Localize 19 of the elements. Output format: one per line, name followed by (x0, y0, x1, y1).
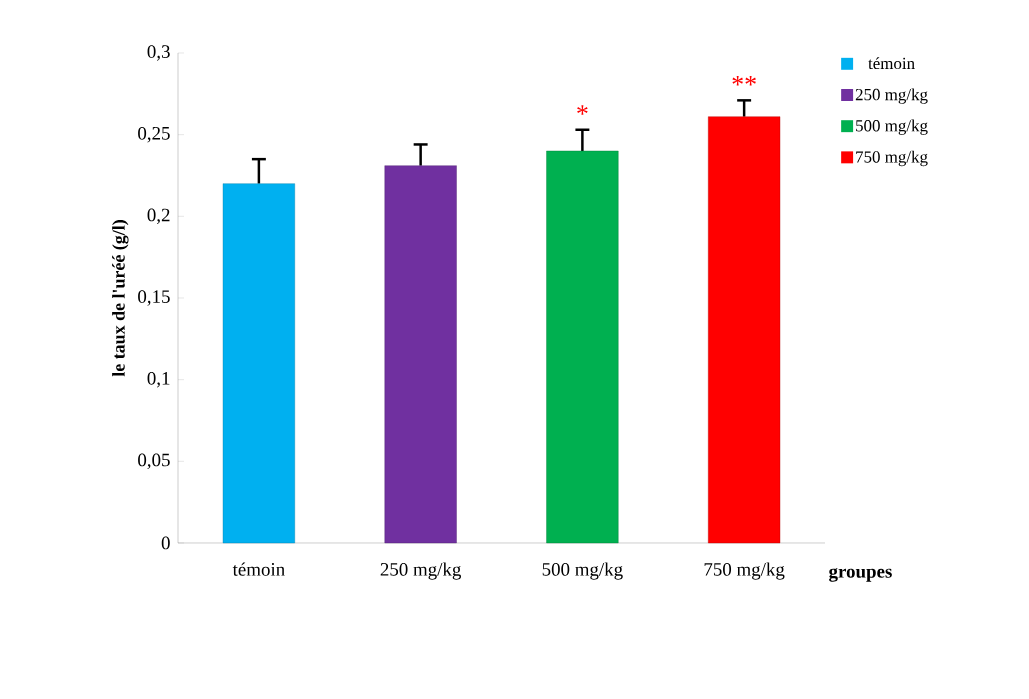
legend-label: 500 mg/kg (856, 119, 928, 135)
y-tick-label: 0,25 (138, 126, 170, 143)
x-tick-label: 250 mg/kg (380, 562, 461, 580)
y-tick-label: 0,2 (147, 208, 170, 225)
legend-label: 250 mg/kg (855, 88, 928, 104)
x-axis-title: groupes (829, 567, 892, 582)
y-tick-label: 0,1 (147, 371, 170, 388)
legend-label: 750 mg/kg (856, 150, 928, 167)
x-tick-label: 500 mg/kg (542, 562, 623, 580)
y-tick-label: 0,3 (147, 45, 170, 61)
y-tick-label: 0,05 (138, 453, 170, 470)
y-tick-label: 0 (161, 536, 170, 550)
annotation: * (577, 105, 588, 115)
x-tick-label: 750 mg/kg (704, 562, 785, 580)
annotation: ** (732, 75, 756, 86)
x-tick-label: témoin (232, 562, 285, 576)
legend-label: témoin (868, 57, 915, 70)
y-axis-title: le taux de l'uréé (g/l) (112, 220, 129, 377)
y-tick-label: 0,15 (138, 290, 170, 306)
